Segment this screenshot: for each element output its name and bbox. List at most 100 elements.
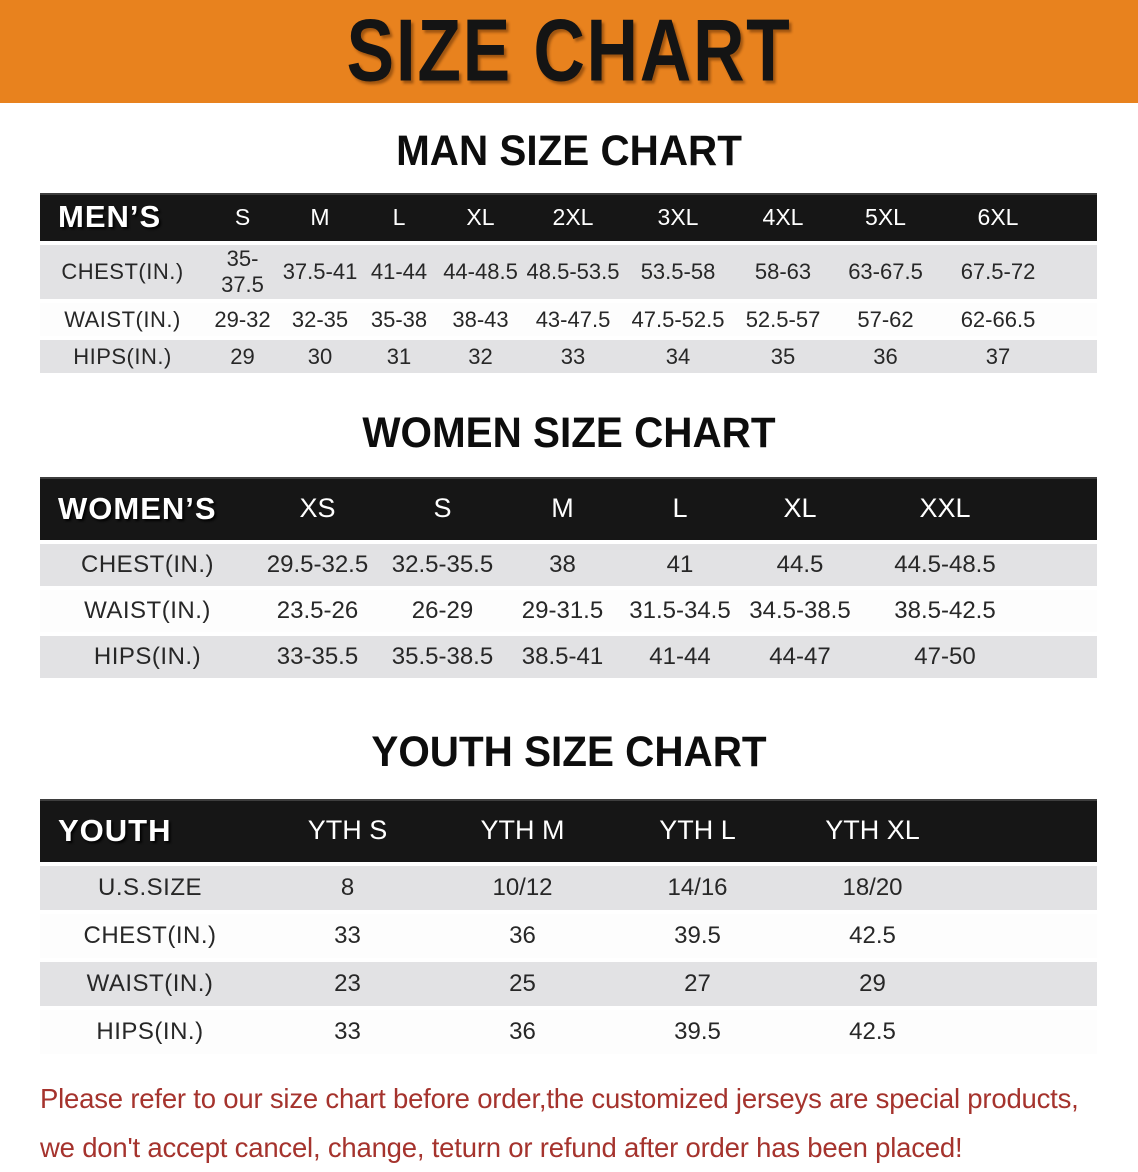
- size-value-cell: 29: [785, 958, 960, 1006]
- women-header-row: WOMEN’S XS S M L XL XXL: [40, 477, 1097, 540]
- size-col-header: 3XL: [623, 193, 733, 241]
- size-value-cell: 47.5-52.5: [623, 299, 733, 336]
- youth-size-section: YOUTH SIZE CHART YOUTH YTH S YTH M YTH L YTH…: [0, 678, 1138, 1054]
- size-col-header: XL: [438, 193, 523, 241]
- size-value-cell: 32: [438, 336, 523, 373]
- size-value-cell: 67.5-72: [938, 241, 1058, 299]
- row-filler: [1058, 299, 1097, 336]
- size-value-cell: 39.5: [610, 910, 785, 958]
- measure-row: CHEST(IN.) 33 36 39.5 42.5: [40, 910, 1097, 958]
- size-value-cell: 29.5-32.5: [255, 540, 380, 586]
- men-header-row: MEN’S S M L XL 2XL 3XL 4XL 5XL 6XL: [40, 193, 1097, 241]
- youth-section-title: YOUTH SIZE CHART: [371, 728, 767, 776]
- men-size-section: MAN SIZE CHART MEN’S S M L XL 2XL 3XL 4XL 5XL 6XL…: [0, 103, 1138, 373]
- size-value-cell: 32.5-35.5: [380, 540, 505, 586]
- size-col-header: M: [280, 193, 360, 241]
- row-label: WAIST(IN.): [40, 299, 205, 336]
- size-value-cell: 48.5-53.5: [523, 241, 623, 299]
- size-col-header: XS: [255, 477, 380, 540]
- size-value-cell: 18/20: [785, 862, 960, 910]
- measure-row: WAIST(IN.) 29-32 32-35 35-38 38-43 43-47.5 47.…: [40, 299, 1097, 336]
- youth-size-table: YOUTH YTH S YTH M YTH L YTH XL U.S.SIZE 8 10/1…: [40, 799, 1097, 1054]
- size-value-cell: 37.5-41: [280, 241, 360, 299]
- row-label: WAIST(IN.): [40, 586, 255, 632]
- size-value-cell: 38: [505, 540, 620, 586]
- size-value-cell: 33: [260, 910, 435, 958]
- row-filler: [1030, 586, 1097, 632]
- women-size-table: WOMEN’S XS S M L XL XXL CHEST(IN.) 29.5-32.5 32.…: [40, 477, 1097, 678]
- size-value-cell: 29: [205, 336, 280, 373]
- size-value-cell: 33: [523, 336, 623, 373]
- row-label: HIPS(IN.): [40, 632, 255, 678]
- size-value-cell: 31: [360, 336, 438, 373]
- size-value-cell: 26-29: [380, 586, 505, 632]
- size-value-cell: 44.5: [740, 540, 860, 586]
- size-value-cell: 58-63: [733, 241, 833, 299]
- size-col-header: S: [380, 477, 505, 540]
- footer-note: Please refer to our size chart before or…: [40, 1074, 1138, 1172]
- size-value-cell: 37: [938, 336, 1058, 373]
- size-value-cell: 62-66.5: [938, 299, 1058, 336]
- size-value-cell: 23: [260, 958, 435, 1006]
- youth-group-label: YOUTH: [40, 799, 260, 862]
- size-value-cell: 25: [435, 958, 610, 1006]
- footer-line-1: Please refer to our size chart before or…: [40, 1083, 1079, 1114]
- size-value-cell: 41-44: [360, 241, 438, 299]
- size-value-cell: 63-67.5: [833, 241, 938, 299]
- size-value-cell: 33: [260, 1006, 435, 1054]
- size-value-cell: 38.5-41: [505, 632, 620, 678]
- measure-row: CHEST(IN.) 35-37.5 37.5-41 41-44 44-48.5 48.5…: [40, 241, 1097, 299]
- header-filler: [1058, 193, 1097, 241]
- banner-title: SIZE CHART: [346, 2, 792, 100]
- size-value-cell: 44-48.5: [438, 241, 523, 299]
- banner: SIZE CHART: [0, 0, 1138, 103]
- size-value-cell: 44.5-48.5: [860, 540, 1030, 586]
- measure-row: U.S.SIZE 8 10/12 14/16 18/20: [40, 862, 1097, 910]
- header-filler: [960, 799, 1097, 862]
- size-value-cell: 35: [733, 336, 833, 373]
- size-value-cell: 38.5-42.5: [860, 586, 1030, 632]
- size-value-cell: 36: [833, 336, 938, 373]
- header-filler: [1030, 477, 1097, 540]
- size-value-cell: 53.5-58: [623, 241, 733, 299]
- size-value-cell: 33-35.5: [255, 632, 380, 678]
- size-col-header: S: [205, 193, 280, 241]
- row-label: HIPS(IN.): [40, 336, 205, 373]
- row-label: WAIST(IN.): [40, 958, 260, 1006]
- size-value-cell: 35-37.5: [205, 241, 280, 299]
- size-col-header: YTH L: [610, 799, 785, 862]
- row-label: U.S.SIZE: [40, 862, 260, 910]
- row-filler: [1058, 336, 1097, 373]
- size-value-cell: 43-47.5: [523, 299, 623, 336]
- women-size-section: WOMEN SIZE CHART WOMEN’S XS S M L XL XXL CHEST…: [0, 373, 1138, 678]
- men-group-label: MEN’S: [40, 193, 205, 241]
- row-filler: [960, 862, 1097, 910]
- measure-row: HIPS(IN.) 33 36 39.5 42.5: [40, 1006, 1097, 1054]
- size-value-cell: 29-32: [205, 299, 280, 336]
- size-col-header: 6XL: [938, 193, 1058, 241]
- row-filler: [1030, 632, 1097, 678]
- size-value-cell: 29-31.5: [505, 586, 620, 632]
- size-value-cell: 14/16: [610, 862, 785, 910]
- row-filler: [1058, 241, 1097, 299]
- size-value-cell: 31.5-34.5: [620, 586, 740, 632]
- men-section-title: MAN SIZE CHART: [396, 127, 742, 175]
- measure-row: CHEST(IN.) 29.5-32.5 32.5-35.5 38 41 44.5 44.5…: [40, 540, 1097, 586]
- size-value-cell: 30: [280, 336, 360, 373]
- measure-row: WAIST(IN.) 23.5-26 26-29 29-31.5 31.5-34.5 34…: [40, 586, 1097, 632]
- size-value-cell: 35.5-38.5: [380, 632, 505, 678]
- footer-line-2: we don't accept cancel, change, teturn o…: [40, 1132, 963, 1163]
- row-label: CHEST(IN.): [40, 241, 205, 299]
- size-col-header: 5XL: [833, 193, 938, 241]
- size-value-cell: 27: [610, 958, 785, 1006]
- size-col-header: YTH S: [260, 799, 435, 862]
- row-filler: [960, 1006, 1097, 1054]
- women-section-title: WOMEN SIZE CHART: [362, 409, 776, 457]
- row-label: CHEST(IN.): [40, 910, 260, 958]
- size-col-header: XL: [740, 477, 860, 540]
- size-value-cell: 35-38: [360, 299, 438, 336]
- size-value-cell: 36: [435, 910, 610, 958]
- size-value-cell: 52.5-57: [733, 299, 833, 336]
- size-col-header: 2XL: [523, 193, 623, 241]
